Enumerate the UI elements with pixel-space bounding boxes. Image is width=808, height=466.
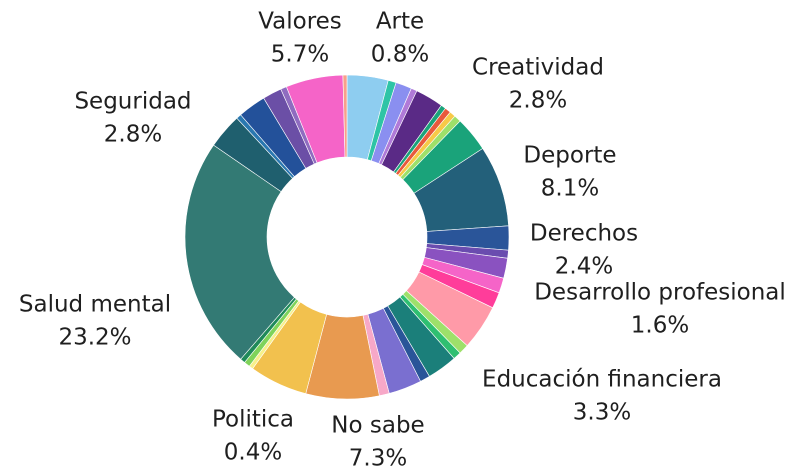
slice-label: Derechos [530,221,638,247]
slice-label: Salud mental [19,292,171,318]
slice-label: Arte [376,9,424,35]
slice-value-label: 5.7% [271,42,329,68]
slice-value-label: 2.4% [555,254,613,280]
slice-value-label: 2.8% [104,122,162,148]
donut-slice [184,144,295,360]
donut-slice [342,74,348,158]
slice-label: No sabe [331,413,424,439]
slice-label: Valores [258,9,342,35]
slice-value-label: 23.2% [58,325,131,351]
slice-value-label: 2.8% [509,88,567,114]
slice-value-label: 0.4% [224,440,282,466]
slice-label: Creatividad [472,55,604,81]
slice-label: Seguridad [74,89,191,115]
slice-value-label: 7.3% [349,446,407,466]
slice-label: Desarrollo profesional [534,280,786,306]
slice-value-label: 1.6% [631,313,689,339]
slice-value-label: 3.3% [573,400,631,426]
slice-value-label: 0.8% [371,42,429,68]
slice-label: Deporte [523,143,616,169]
slice-label: Politica [212,407,294,433]
slice-value-label: 8.1% [541,176,599,202]
slice-label: Educación financiera [482,367,722,393]
